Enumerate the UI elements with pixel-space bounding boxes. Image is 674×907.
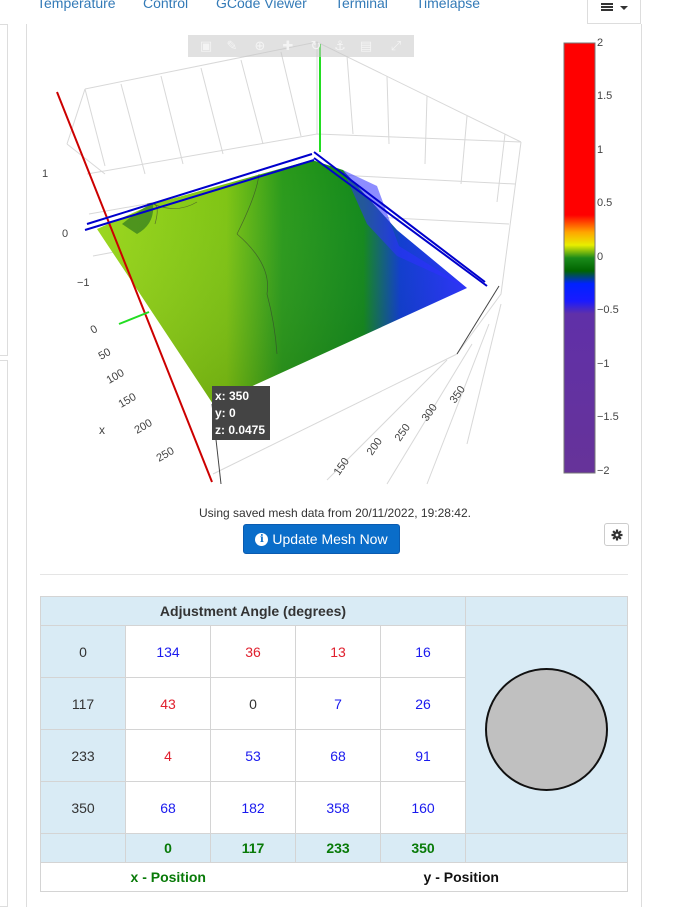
x-tick: 50 bbox=[97, 346, 114, 363]
pencil-icon[interactable]: ✎ bbox=[226, 38, 238, 53]
hamburger-icon bbox=[601, 3, 613, 12]
x-position-label: x - Position bbox=[40, 862, 296, 892]
sidebar-edge bbox=[0, 24, 8, 907]
reset-camera-icon[interactable]: ▤ bbox=[359, 38, 373, 53]
hover-x: x: 350 bbox=[215, 389, 250, 403]
column-label: 233 bbox=[295, 833, 381, 863]
x-axis-title: x bbox=[99, 423, 105, 437]
camera-icon[interactable]: ▣ bbox=[199, 38, 213, 53]
hover-tooltip: x: 350 y: 0 z: 0.0475 bbox=[212, 386, 270, 440]
table-cell: 160 bbox=[380, 781, 466, 834]
gear-icon bbox=[611, 529, 622, 540]
blue-axis-lines bbox=[84, 151, 488, 287]
row-label: 0 bbox=[40, 625, 126, 678]
settings-button[interactable] bbox=[604, 523, 629, 546]
colorbar-tick: 0 bbox=[597, 251, 604, 263]
table-cell: 0 bbox=[210, 677, 296, 730]
tab-control[interactable]: Control bbox=[143, 0, 189, 11]
orbit-icon[interactable]: ↻ bbox=[310, 38, 322, 53]
table-cell: 16 bbox=[380, 625, 466, 678]
z-tick: −1 bbox=[77, 277, 90, 289]
mesh-plot[interactable]: 1 0 −1 0 50 100 150 200 250 x 150 200 25… bbox=[27, 24, 643, 494]
hover-y: y: 0 bbox=[215, 406, 236, 420]
pan-icon[interactable]: ✚ bbox=[282, 38, 294, 53]
x-axis-line bbox=[56, 91, 213, 483]
column-label: 350 bbox=[380, 833, 466, 863]
row-label: 117 bbox=[40, 677, 126, 730]
y-tick: 250 bbox=[393, 422, 413, 444]
zoom-icon[interactable]: ⊕ bbox=[254, 38, 266, 53]
table-cell: 358 bbox=[295, 781, 381, 834]
column-label: 117 bbox=[210, 833, 296, 863]
table-cell: 26 bbox=[380, 677, 466, 730]
bed-level-panel: 1 0 −1 0 50 100 150 200 250 x 150 200 25… bbox=[26, 24, 642, 907]
colorbar-tick: 1 bbox=[597, 144, 604, 156]
y-position-label: y - Position bbox=[295, 862, 628, 892]
table-cell: 36 bbox=[210, 625, 296, 678]
table-cell: 4 bbox=[125, 729, 211, 782]
nav-tabs: Temperature Control GCode Viewer Termina… bbox=[0, 0, 674, 24]
info-icon: i bbox=[255, 532, 269, 546]
colorbar-tick: −1.5 bbox=[597, 411, 619, 423]
mesh-surface bbox=[97, 160, 467, 404]
colorbar-tick: −2 bbox=[597, 465, 610, 477]
table-cell: 134 bbox=[125, 625, 211, 678]
y-tick: 300 bbox=[420, 402, 440, 424]
colorbar bbox=[563, 42, 596, 474]
update-mesh-button[interactable]: i Update Mesh Now bbox=[243, 524, 400, 554]
tab-menu-dropdown[interactable] bbox=[587, 0, 641, 24]
table-cell: 43 bbox=[125, 677, 211, 730]
turntable-icon[interactable]: ⚓ bbox=[334, 38, 346, 53]
table-cell: 68 bbox=[295, 729, 381, 782]
plot-modebar: ▣ ✎ ⊕ ✚ ↻ ⚓ ▤ ⤢ bbox=[188, 35, 414, 57]
table-cell: 7 bbox=[295, 677, 381, 730]
update-mesh-label: Update Mesh Now bbox=[272, 531, 388, 547]
caret-down-icon bbox=[620, 6, 628, 10]
table-cell: 91 bbox=[380, 729, 466, 782]
column-label: 0 bbox=[125, 833, 211, 863]
row-label: 350 bbox=[40, 781, 126, 834]
saved-mesh-message: Using saved mesh data from 20/11/2022, 1… bbox=[199, 506, 471, 520]
table-cell: 68 bbox=[125, 781, 211, 834]
table-cell: 13 bbox=[295, 625, 381, 678]
tab-timelapse[interactable]: Timelapse bbox=[416, 0, 481, 11]
colorbar-tick: 0.5 bbox=[597, 197, 613, 209]
y-axis-line-bottom bbox=[118, 311, 150, 325]
row-label: 233 bbox=[40, 729, 126, 782]
colorbar-tick: 1.5 bbox=[597, 90, 613, 102]
probe-indicator-cell bbox=[465, 625, 628, 834]
tab-terminal[interactable]: Terminal bbox=[335, 0, 388, 11]
x-tick: 0 bbox=[89, 323, 100, 336]
x-tick: 200 bbox=[133, 417, 155, 437]
colorbar-tick: −1 bbox=[597, 358, 610, 370]
probe-circle bbox=[485, 668, 608, 791]
tab-temperature[interactable]: Temperature bbox=[37, 0, 116, 11]
y-tick: 150 bbox=[332, 456, 352, 478]
divider bbox=[40, 574, 628, 575]
hover-z: z: 0.0475 bbox=[215, 423, 266, 437]
x-tick: 250 bbox=[155, 445, 177, 465]
colorbar-tick: 2 bbox=[597, 37, 604, 49]
tab-gcode-viewer[interactable]: GCode Viewer bbox=[216, 0, 307, 11]
x-tick: 100 bbox=[105, 367, 127, 387]
fullscreen-icon[interactable]: ⤢ bbox=[390, 38, 402, 53]
table-cell: 182 bbox=[210, 781, 296, 834]
x-tick: 150 bbox=[117, 391, 139, 411]
colorbar-tick: −0.5 bbox=[597, 304, 619, 316]
adjustment-title: Adjustment Angle (degrees) bbox=[40, 596, 466, 626]
z-tick: 1 bbox=[42, 168, 48, 180]
adjustment-table: Adjustment Angle (degrees) 0 134 36 13 1… bbox=[40, 596, 628, 892]
z-tick: 0 bbox=[62, 228, 68, 240]
table-cell: 53 bbox=[210, 729, 296, 782]
